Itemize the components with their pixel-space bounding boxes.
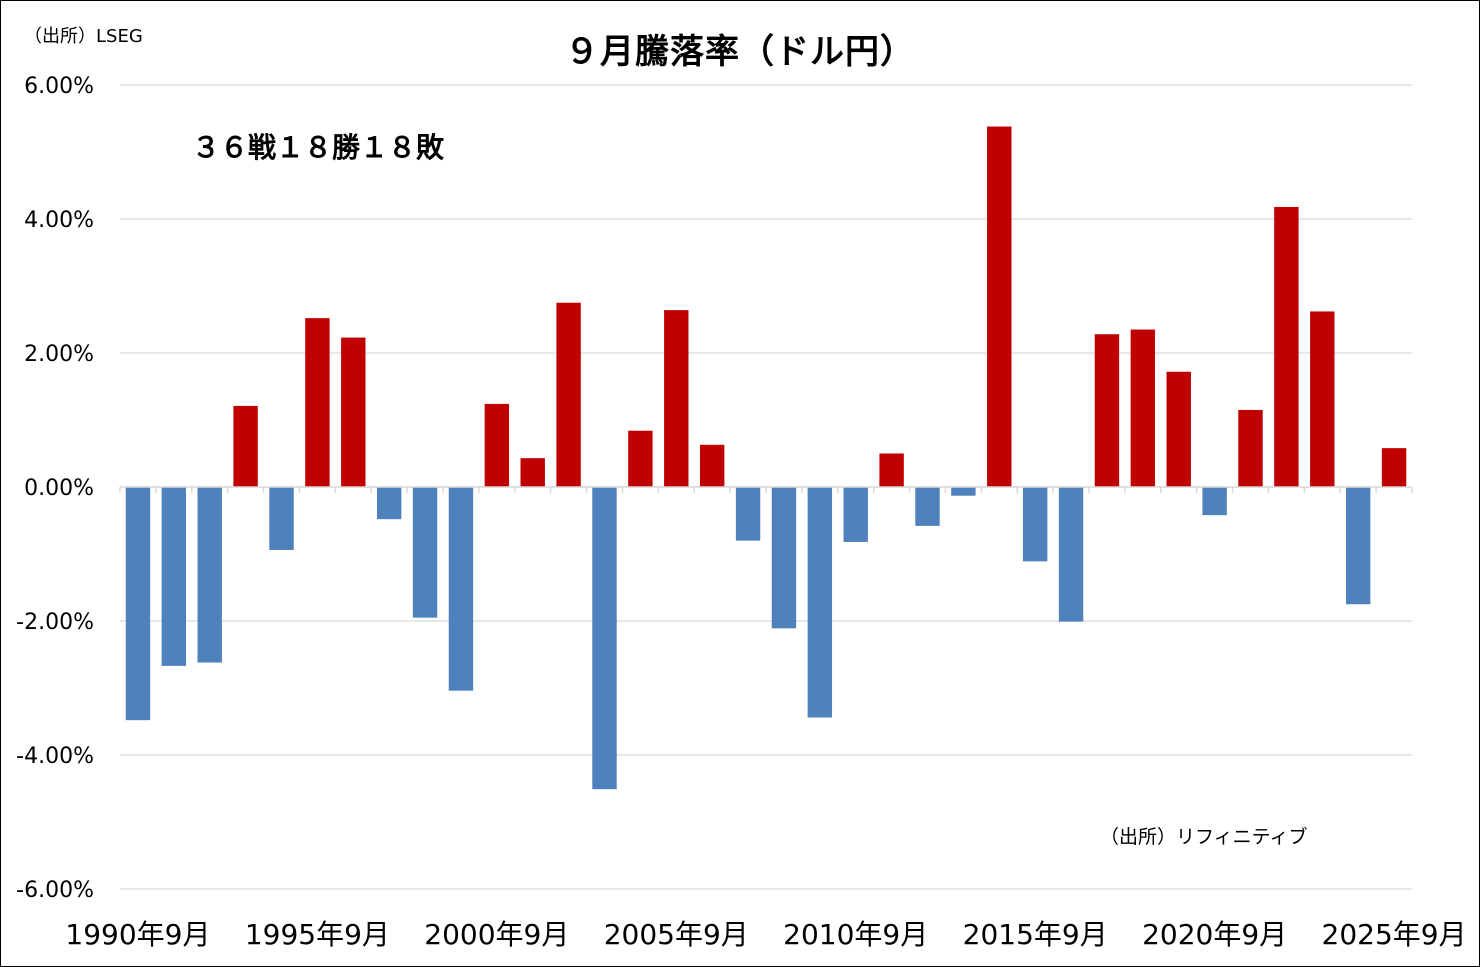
x-tick-label: 2015年9月 — [963, 918, 1108, 951]
bar-1990 — [125, 487, 151, 721]
bar-2015 — [1022, 487, 1048, 562]
bar-1994 — [269, 487, 294, 550]
bar-2002 — [556, 302, 581, 487]
bar-2000 — [484, 403, 510, 487]
x-tick-label: 2010年9月 — [783, 918, 928, 951]
bar-2018 — [1130, 329, 1156, 487]
bar-2022 — [1274, 206, 1299, 487]
bar-2010 — [843, 487, 868, 542]
x-tick-label: 2025年9月 — [1322, 918, 1467, 951]
win-loss-record: ３６戦１８勝１８敗 — [192, 131, 445, 164]
bar-2001 — [520, 458, 545, 487]
bar-1995 — [305, 318, 330, 487]
source-note-top: （出所）LSEG — [24, 26, 143, 47]
bar-2019 — [1166, 371, 1191, 487]
bar-2008 — [771, 487, 797, 629]
x-tick-label: 2005年9月 — [604, 918, 749, 951]
x-tick-label: 2000年9月 — [424, 918, 569, 951]
bar-2003 — [592, 487, 617, 790]
bar-1999 — [448, 487, 474, 691]
bar-2025 — [1381, 448, 1407, 487]
y-tick-label: -2.00% — [16, 610, 94, 635]
source-note-bottom: （出所）リフィニティブ — [1100, 826, 1308, 848]
bar-1998 — [412, 487, 438, 618]
y-tick-label: 4.00% — [24, 208, 94, 233]
bar-2004 — [628, 430, 653, 487]
y-tick-label: 2.00% — [24, 342, 94, 367]
bar-2011 — [879, 453, 904, 487]
y-tick-label: -4.00% — [16, 744, 94, 769]
bar-1992 — [197, 487, 222, 663]
bar-2006 — [699, 444, 725, 487]
y-tick-label: 0.00% — [24, 476, 94, 501]
bar-2014 — [987, 126, 1012, 487]
bar-1991 — [161, 487, 187, 666]
bar-1996 — [341, 337, 366, 487]
bar-2012 — [915, 487, 940, 526]
y-tick-label: 6.00% — [24, 74, 94, 99]
bar-2007 — [735, 487, 761, 541]
y-tick-label: -6.00% — [16, 878, 94, 903]
bar-2009 — [807, 487, 833, 718]
bar-2021 — [1238, 409, 1263, 487]
x-tick-label: 1990年9月 — [65, 918, 210, 951]
bar-2005 — [664, 310, 689, 487]
bar-2017 — [1094, 334, 1120, 487]
bar-2024 — [1345, 487, 1371, 605]
bar-1993 — [233, 405, 258, 487]
bar-2020 — [1202, 487, 1227, 516]
chart-title: ９月騰落率（ドル円） — [565, 32, 915, 72]
bar-2016 — [1058, 487, 1084, 622]
bar-2023 — [1310, 311, 1335, 487]
bar-1997 — [376, 487, 402, 520]
x-tick-label: 1995年9月 — [245, 918, 390, 951]
bar-2013 — [951, 487, 976, 496]
x-tick-label: 2020年9月 — [1142, 918, 1287, 951]
